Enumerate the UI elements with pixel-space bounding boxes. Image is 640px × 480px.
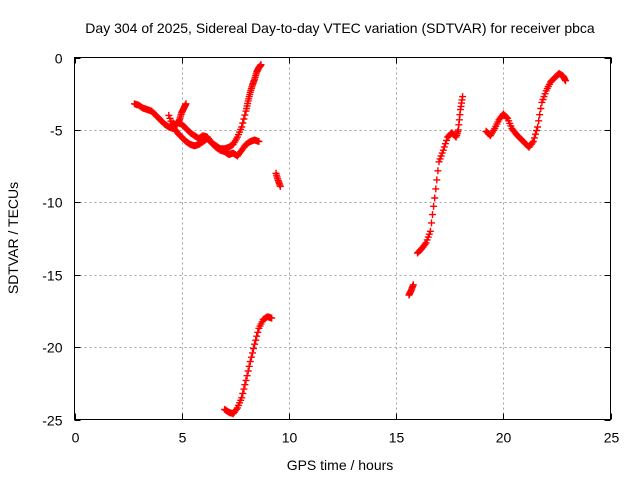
- y-axis-label: SDTVAR / TECUs: [5, 182, 21, 294]
- chart-title: Day 304 of 2025, Sidereal Day-to-day VTE…: [85, 20, 595, 36]
- data-point-marker: [426, 227, 434, 235]
- y-tick-label: -20: [42, 340, 62, 356]
- data-point-marker: [238, 123, 246, 131]
- data-point-marker: [428, 219, 435, 227]
- x-tick-label: 5: [179, 430, 187, 446]
- data-point-marker: [276, 182, 284, 190]
- data-point-marker: [530, 134, 538, 142]
- y-tick-label: -25: [42, 413, 62, 429]
- data-point-marker: [409, 281, 417, 289]
- y-tick-labels: 0 -5 -10 -15 -20 -25: [42, 51, 62, 429]
- data-point-marker: [528, 139, 536, 147]
- x-tick-label: 25: [604, 430, 620, 446]
- plot-frame: [74, 57, 611, 420]
- data-point-marker: [529, 138, 537, 145]
- data-point-marker: [239, 389, 247, 397]
- data-point-marker: [238, 394, 246, 402]
- data-point-marker: [534, 123, 542, 131]
- x-tick-label: 10: [282, 430, 298, 446]
- data-point-marker: [562, 77, 569, 85]
- data-point-marker: [536, 111, 544, 119]
- data-point-marker: [440, 143, 448, 151]
- data-point-marker: [245, 362, 253, 370]
- data-point-marker: [244, 367, 252, 375]
- data-point-marker: [434, 167, 442, 175]
- x-tick-labels: 0 5 10 15 20 25: [72, 430, 620, 446]
- data-point-marker: [503, 113, 510, 121]
- data-point-marker: [535, 117, 543, 125]
- data-point-marker: [242, 376, 250, 384]
- data-point-marker: [246, 358, 254, 366]
- data-point-marker: [430, 202, 438, 210]
- y-tick-label: -5: [50, 123, 63, 139]
- data-point-marker: [537, 105, 545, 112]
- data-point-marker: [232, 405, 240, 413]
- axis-ticks: [74, 57, 612, 421]
- data-point-marker: [241, 111, 249, 119]
- data-point-marker: [241, 381, 249, 389]
- data-point-marker: [175, 117, 182, 125]
- x-tick-label: 20: [496, 430, 512, 446]
- data-point-marker: [431, 194, 439, 202]
- data-point-marker: [243, 372, 251, 380]
- data-point-marker: [459, 93, 467, 101]
- data-point-marker: [433, 176, 441, 184]
- y-tick-label: -15: [42, 268, 62, 284]
- data-point-marker: [251, 340, 259, 348]
- data-point-marker: [268, 314, 276, 322]
- data-point-marker: [532, 130, 539, 138]
- data-point-marker: [240, 115, 248, 123]
- data-point-marker: [239, 119, 247, 127]
- data-point-marker: [533, 127, 540, 135]
- data-point-marker: [182, 100, 190, 108]
- data-point-marker: [254, 328, 262, 336]
- data-points: [131, 61, 569, 418]
- data-point-marker: [255, 138, 263, 145]
- data-point-marker: [257, 61, 265, 69]
- data-point-marker: [443, 136, 450, 144]
- x-tick-label: 15: [389, 430, 405, 446]
- data-point-marker: [240, 385, 248, 393]
- data-point-marker: [253, 332, 261, 340]
- x-tick-label: 0: [72, 430, 80, 446]
- data-point-marker: [439, 146, 447, 154]
- y-tick-label: 0: [55, 51, 63, 67]
- data-point-marker: [441, 140, 449, 148]
- data-point-marker: [249, 349, 256, 357]
- data-point-marker: [252, 336, 260, 344]
- data-point-marker: [432, 185, 440, 193]
- data-point-marker: [421, 240, 429, 248]
- y-tick-label: -10: [42, 195, 62, 211]
- data-point-marker: [247, 353, 255, 361]
- x-axis-label: GPS time / hours: [287, 457, 394, 473]
- data-point-marker: [429, 211, 436, 219]
- data-point-marker: [250, 345, 257, 352]
